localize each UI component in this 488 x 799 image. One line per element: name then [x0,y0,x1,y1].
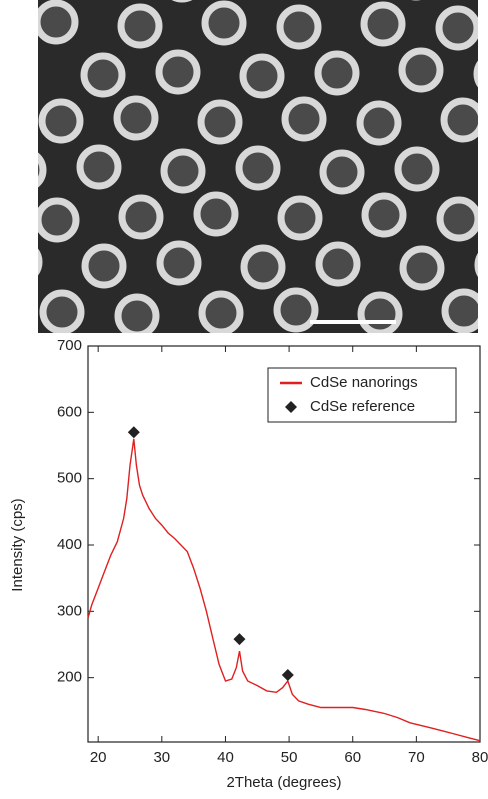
nanoring [0,45,29,83]
nanoring [80,52,126,98]
nanoring [239,53,285,99]
legend-box [267,367,457,423]
y-tick-label: 200 [57,669,82,686]
x-tick-label: 70 [408,749,425,766]
x-tick-label: 40 [217,749,234,766]
x-tick-label: 60 [344,749,361,766]
nanoring [113,95,159,141]
nanoring [76,144,122,190]
nanoring [277,195,323,241]
reference-marker [281,669,294,682]
nanoring [357,291,403,333]
nanoring [361,192,407,238]
nanoring [38,248,43,276]
legend-label: CdSe reference [310,398,415,415]
nanoring [38,152,47,188]
nanoring [118,194,164,240]
y-tick-label: 500 [57,470,82,487]
nanoring [0,342,35,380]
x-tick-label: 30 [153,749,170,766]
nanoring [160,148,206,194]
y-tick-label: 400 [57,536,82,553]
nanoring [39,289,85,333]
sem-image [0,0,488,383]
reference-marker [233,633,246,646]
legend-label: CdSe nanorings [310,374,418,391]
nanoring [198,290,244,333]
nanoring [435,5,478,51]
scale-bar [310,320,396,324]
y-tick-label: 600 [57,403,82,420]
reference-marker [127,426,140,439]
nanoring [81,339,119,377]
nanoring [440,97,478,143]
nanoring [114,293,160,333]
nanoring [474,253,478,277]
legend-marker [285,401,297,413]
nanoring [399,245,445,291]
nanoring [156,240,202,286]
nanoring [276,4,322,50]
nanoring [356,100,402,146]
data-line [87,438,481,742]
nanoring [319,149,365,195]
y-axis-title: Intensity (cps) [9,498,26,591]
nanoring [193,191,239,237]
nanoring [482,147,488,185]
nanoring [240,244,286,290]
nanoring [235,145,281,191]
nanoring [81,243,127,289]
y-tick-label: 700 [57,337,82,354]
x-tick-label: 20 [90,749,107,766]
nanoring [0,197,1,235]
nanoring [165,343,203,381]
nanoring [117,3,163,49]
nanoring [281,96,327,142]
nanoring [314,50,360,96]
x-tick-label: 80 [472,749,488,766]
nanoring [473,60,478,88]
nanoring [155,49,201,95]
nanoring [483,345,488,383]
nanoring [197,99,243,145]
nanoring [315,241,361,287]
y-tick-label: 300 [57,602,82,619]
x-tick-label: 50 [281,749,298,766]
nanoring [201,0,247,46]
nanoring [38,197,80,243]
nanoring [398,47,444,93]
nanoring [394,146,440,192]
nanoring [436,196,478,242]
nanoring [273,287,319,333]
nanoring [441,288,478,333]
plot-frame [87,345,481,743]
nanoring [360,1,406,47]
nanoring [38,0,79,45]
x-axis-title: 2Theta (degrees) [226,774,341,791]
nanoring [38,98,84,144]
